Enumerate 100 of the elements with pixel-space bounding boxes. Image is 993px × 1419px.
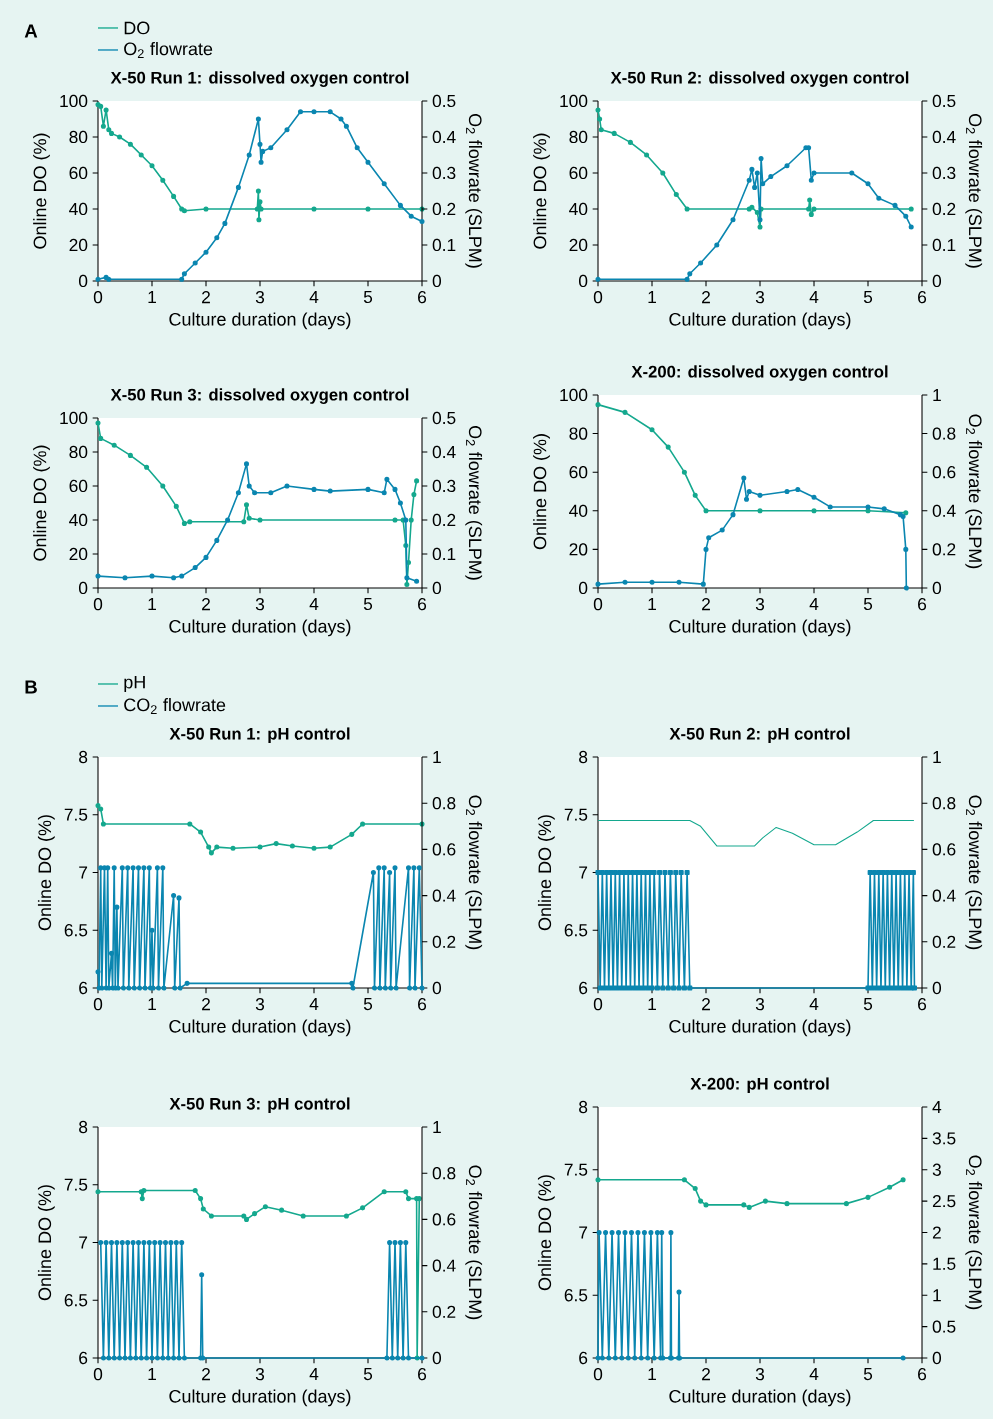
y-axis-title: Online DO (%) [537, 1175, 555, 1291]
y-axis-title: Online DO (%) [33, 133, 50, 249]
y2-axis-title: O$_{2}$ flowrate (SLPM) [965, 113, 983, 268]
text: A [24, 24, 38, 38]
y-tick-label: 8 [79, 750, 88, 764]
y2-tick-label: 0.5 [432, 411, 456, 425]
y2-tick-label: 1 [433, 1121, 441, 1133]
y-tick-label: 7.5 [64, 1178, 88, 1191]
y2-tick-label: 0.8 [932, 797, 956, 810]
y-tick-label: 60 [69, 166, 88, 180]
y-axis-title: Online DO (%) [33, 445, 50, 561]
y-axis-title: Online DO (%) [537, 815, 555, 931]
y-tick-label: 40 [569, 504, 588, 517]
y2-tick-label: 0 [432, 581, 442, 595]
y2-tick-label: 0.4 [932, 504, 956, 517]
x-tick-label: 5 [863, 1368, 873, 1381]
x-tick-label: 0 [593, 998, 603, 1011]
y2-tick-label: 0 [932, 274, 942, 288]
x-tick-label: 6 [418, 598, 427, 611]
y-tick-label: 0 [78, 274, 88, 288]
y2-tick-label: 0.4 [432, 130, 456, 144]
y2-tick-label: 1 [933, 1289, 941, 1302]
legend-label: pH [124, 675, 145, 693]
y2-axis-title: O$_{2}$ flowrate (SLPM) [465, 795, 483, 950]
chart-title: X-50 Run 3: dissolved oxygen control [110, 388, 409, 404]
y-axis-title: Online DO (%) [37, 815, 55, 931]
y-tick-label: 20 [69, 547, 88, 561]
y2-axis-title: O$_{2}$ flowrate (SLPM) [465, 1165, 483, 1320]
y2-axis-title: O$_{2}$ flowrate (SLPM) [465, 113, 483, 268]
y2-tick-label: 4 [932, 1101, 942, 1113]
y-tick-label: 100 [560, 388, 588, 402]
y-tick-label: 80 [69, 445, 88, 459]
y2-tick-label: 0.4 [932, 889, 956, 902]
y2-axis-title: O$_{2}$ flowrate (SLPM) [965, 795, 983, 950]
y-tick-label: 20 [569, 238, 588, 252]
x-tick-label: 5 [363, 598, 373, 611]
y2-tick-label: 0.3 [932, 166, 956, 180]
y-tick-label: 7 [579, 1226, 588, 1239]
x-tick-label: 6 [418, 998, 427, 1011]
y2-tick-label: 0.4 [932, 130, 956, 144]
y2-tick-label: 0 [432, 1351, 442, 1365]
y-tick-label: 8 [579, 750, 588, 764]
y2-tick-label: 0.8 [932, 427, 956, 440]
chart-title: X-200: pH control [690, 1077, 829, 1093]
x-axis-title: Culture duration (days) [169, 312, 351, 330]
x-tick-label: 0 [93, 1368, 103, 1381]
y2-tick-label: 0.6 [432, 1213, 456, 1226]
x-tick-label: 0 [593, 598, 603, 611]
y2-tick-label: 0.5 [932, 1320, 956, 1333]
x-tick-label: 2 [702, 998, 710, 1011]
x-tick-label: 2 [202, 1368, 210, 1381]
y2-tick-label: 0 [932, 581, 942, 595]
y-tick-label: 0 [78, 581, 88, 595]
y-tick-label: 8 [79, 1120, 88, 1134]
x-tick-label: 0 [593, 1368, 603, 1381]
x-tick-label: 1 [648, 1368, 656, 1380]
y2-tick-label: 1 [933, 389, 941, 401]
y-tick-label: 100 [60, 94, 88, 108]
x-tick-label: 2 [202, 998, 210, 1011]
y-tick-label: 7 [579, 866, 588, 879]
y-tick-label: 100 [560, 94, 588, 108]
x-tick-label: 3 [255, 998, 265, 1011]
x-tick-label: 3 [755, 291, 765, 304]
x-tick-label: 3 [255, 1368, 265, 1381]
y-tick-label: 6 [579, 1351, 588, 1365]
x-tick-label: 5 [363, 291, 373, 304]
y2-tick-label: 3 [932, 1163, 941, 1176]
chart-title: X-50 Run 1: dissolved oxygen control [110, 71, 409, 87]
x-tick-label: 4 [809, 1368, 819, 1380]
x-tick-label: 1 [648, 291, 656, 303]
y2-tick-label: 2 [932, 1226, 941, 1239]
y2-tick-label: 1.5 [933, 1257, 956, 1270]
x-tick-label: 5 [863, 998, 873, 1011]
y2-tick-label: 0.1 [932, 238, 956, 252]
x-tick-label: 3 [755, 998, 765, 1011]
y2-tick-label: 0.2 [932, 543, 956, 556]
x-tick-label: 6 [918, 1368, 927, 1381]
x-tick-label: 5 [363, 1368, 373, 1381]
x-tick-label: 4 [309, 998, 319, 1010]
y-tick-label: 20 [569, 543, 588, 556]
y2-tick-label: 0.2 [932, 202, 956, 216]
y2-tick-label: 2.5 [932, 1194, 956, 1208]
y-tick-label: 7 [79, 1236, 88, 1249]
y-tick-label: 8 [579, 1100, 588, 1114]
x-tick-label: 4 [809, 598, 819, 610]
y-tick-label: 6.5 [564, 1289, 588, 1302]
y2-tick-label: 0.5 [432, 94, 456, 108]
y-tick-label: 80 [569, 427, 588, 440]
y-tick-label: 7.5 [564, 808, 588, 821]
x-tick-label: 4 [309, 291, 319, 303]
x-axis-title: Culture duration (days) [169, 1389, 351, 1407]
y-axis-title: Online DO (%) [37, 1185, 55, 1301]
x-tick-label: 6 [918, 291, 927, 304]
x-tick-label: 0 [593, 291, 603, 304]
y-tick-label: 6 [579, 981, 588, 995]
x-axis-title: Culture duration (days) [169, 619, 351, 637]
y2-tick-label: 0 [432, 274, 442, 288]
y2-tick-label: 0.4 [432, 889, 456, 902]
chart-title: X-50 Run 2: dissolved oxygen control [610, 71, 909, 87]
x-tick-label: 3 [755, 1368, 765, 1381]
